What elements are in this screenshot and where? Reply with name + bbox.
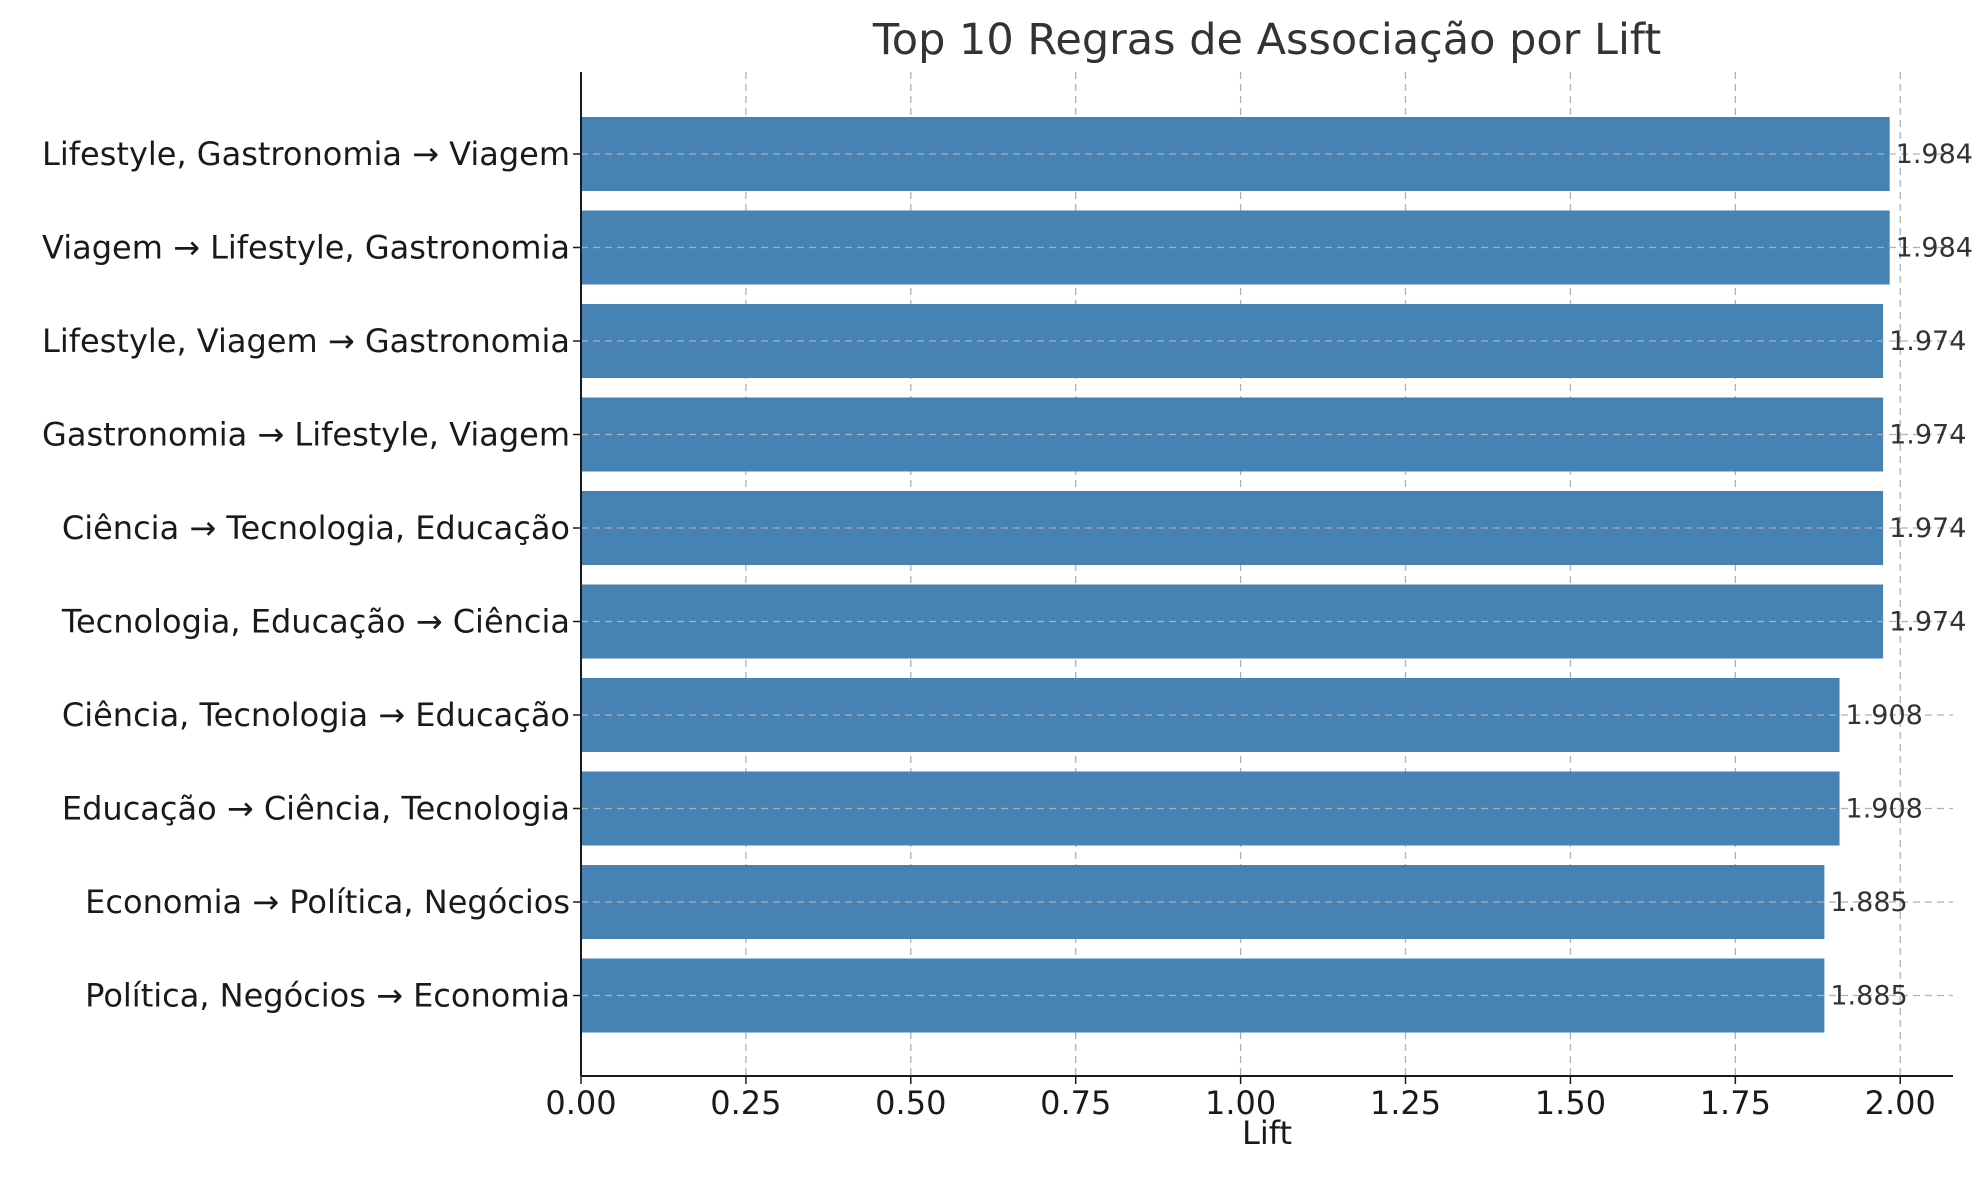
x-tick-label-6: 1.50 (1535, 1084, 1606, 1122)
horizontal-grid-lines (581, 153, 1953, 997)
value-label-0: 1.984 (1896, 139, 1973, 170)
x-tick-label-0: 0.00 (545, 1084, 616, 1122)
x-tick-label-8: 2.00 (1865, 1084, 1936, 1122)
value-label-8: 1.885 (1830, 887, 1907, 918)
y-tick-label-2: Lifestyle, Viagem → Gastronomia (42, 322, 570, 360)
bars (581, 117, 1890, 1033)
y-tick-label-0: Lifestyle, Gastronomia → Viagem (42, 135, 570, 173)
value-label-4: 1.974 (1889, 513, 1966, 544)
x-tick-label-1: 0.25 (710, 1084, 781, 1122)
value-labels: 1.984 1.984 1.974 1.974 1.974 1.974 1.908 1.908… (1830, 139, 1973, 1012)
x-tick-labels: 0.00 0.25 0.50 0.75 1.00 1.25 1.50 1.75 2.00 (545, 1084, 1935, 1122)
y-tick-label-6: Ciência, Tecnologia → Educação (62, 696, 570, 734)
y-tick-label-5: Tecnologia, Educação → Ciência (61, 603, 570, 641)
value-label-7: 1.908 (1846, 794, 1923, 825)
x-tick-label-7: 1.75 (1700, 1084, 1771, 1122)
value-label-9: 1.885 (1830, 981, 1907, 1012)
x-tick-label-2: 0.50 (875, 1084, 946, 1122)
x-tick-label-4: 1.00 (1205, 1084, 1276, 1122)
y-tick-label-7: Educação → Ciência, Tecnologia (62, 790, 570, 828)
value-label-1: 1.984 (1896, 233, 1973, 264)
value-label-6: 1.908 (1846, 700, 1923, 731)
value-label-5: 1.974 (1889, 607, 1966, 638)
y-tick-label-9: Política, Negócios → Economia (85, 977, 570, 1015)
x-tick-label-3: 0.75 (1040, 1084, 1111, 1122)
y-tick-label-4: Ciência → Tecnologia, Educação (62, 509, 570, 547)
x-axis-label: Lift (1242, 1114, 1292, 1152)
axes (573, 72, 1953, 1084)
value-label-3: 1.974 (1889, 420, 1966, 451)
x-tick-label-5: 1.25 (1370, 1084, 1441, 1122)
y-tick-labels: Lifestyle, Gastronomia → Viagem Viagem → … (42, 135, 570, 1015)
value-label-2: 1.974 (1889, 326, 1966, 357)
y-tick-label-3: Gastronomia → Lifestyle, Viagem (42, 416, 570, 454)
y-tick-label-1: Viagem → Lifestyle, Gastronomia (42, 229, 570, 267)
y-tick-label-8: Economia → Política, Negócios (85, 883, 570, 921)
chart-title: Top 10 Regras de Associação por Lift (872, 15, 1661, 65)
